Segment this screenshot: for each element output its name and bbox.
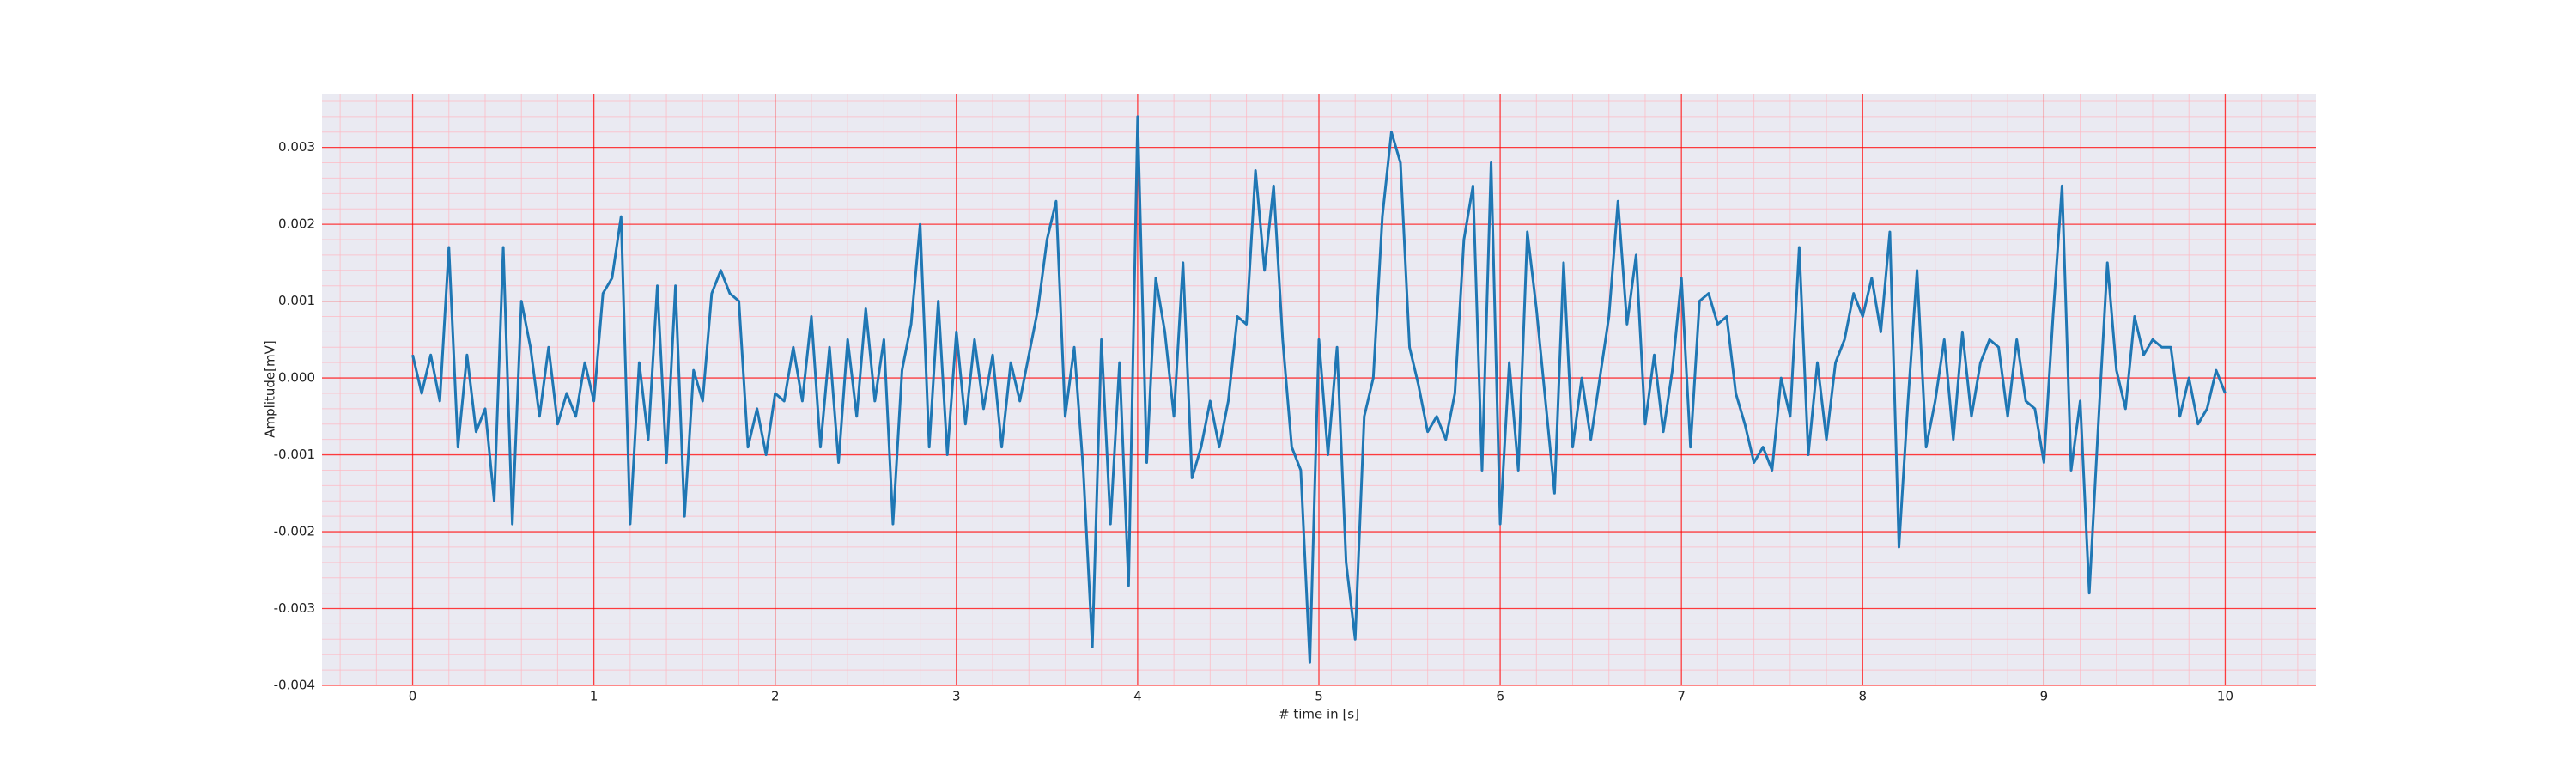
y-tick-label: -0.003 (274, 600, 315, 616)
x-tick-label: 9 (2040, 689, 2049, 704)
y-tick-label: 0.002 (278, 216, 315, 232)
x-tick-label: 0 (409, 689, 417, 704)
x-tick-label: 6 (1496, 689, 1504, 704)
x-tick-label: 10 (2217, 689, 2233, 704)
x-tick-label: 4 (1133, 689, 1142, 704)
y-tick-label: 0.000 (278, 370, 315, 386)
marks (411, 115, 2227, 664)
x-tick-label: 3 (952, 689, 961, 704)
x-axis-label: # time in [s] (1279, 707, 1359, 722)
y-tick-label: 0.001 (278, 293, 315, 308)
y-tick-label: 0.003 (278, 139, 315, 155)
x-tick-label: 7 (1677, 689, 1686, 704)
y-tick-label: -0.001 (274, 447, 315, 462)
y-axis-label: Amplitude[mV] (263, 340, 278, 437)
signal-line (411, 115, 2227, 664)
x-tick-label: 5 (1315, 689, 1323, 704)
x-tick-label: 8 (1858, 689, 1867, 704)
x-tick-label: 2 (771, 689, 780, 704)
grid (322, 94, 2316, 686)
x-tick-label: 1 (590, 689, 598, 704)
y-tick-label: -0.004 (274, 678, 315, 693)
y-tick-label: -0.002 (274, 524, 315, 539)
